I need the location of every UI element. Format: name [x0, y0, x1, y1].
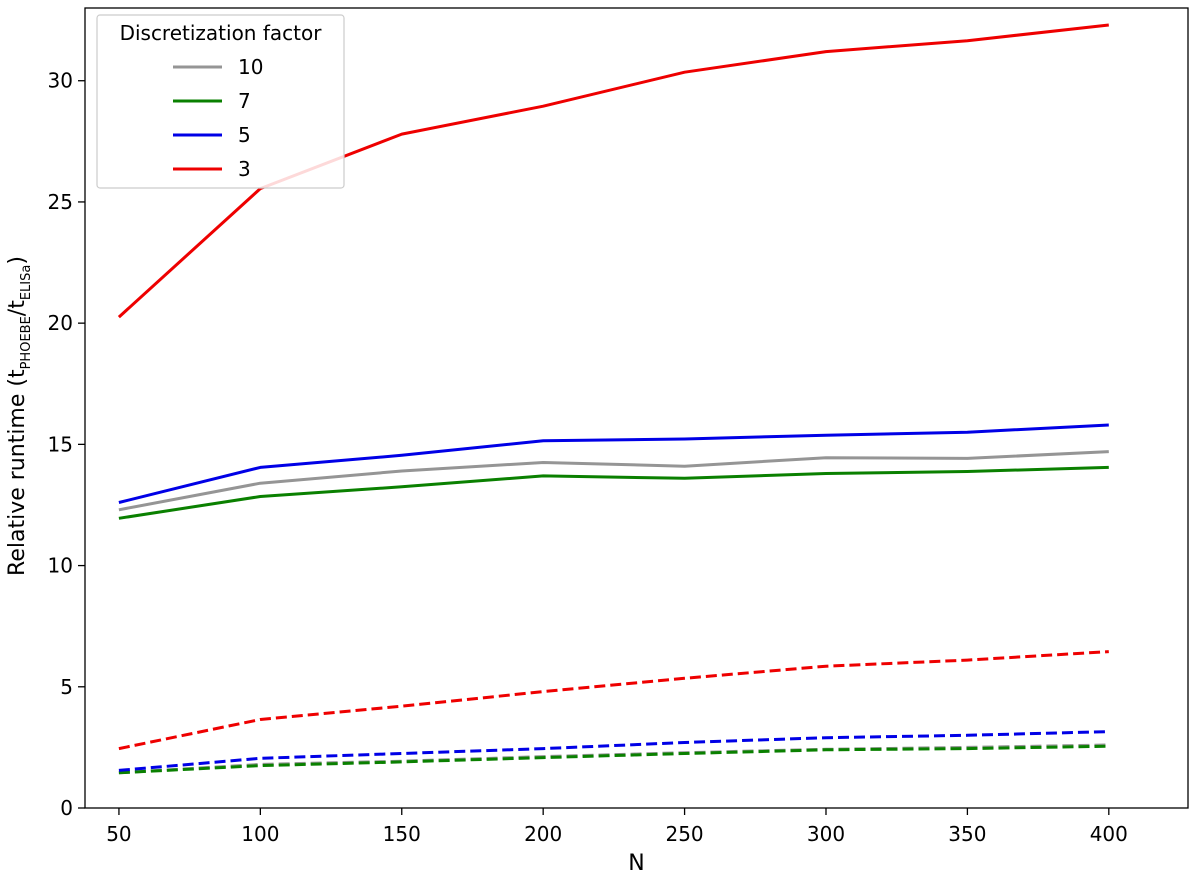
legend-items: 10 7 5 3 [173, 55, 263, 181]
y-tick-label: 15 [48, 432, 73, 456]
y-tick-label: 20 [48, 311, 73, 335]
legend-label: 5 [238, 123, 251, 147]
legend: Discretization factor 10 7 5 3 [96, 14, 345, 189]
y-axis-label-prefix: Relative runtime (t [5, 369, 30, 576]
legend-title: Discretization factor [120, 21, 323, 45]
x-tick-label: 50 [106, 822, 131, 846]
x-axis-label: N [628, 851, 644, 876]
x-axis-ticks: 50 100 150 200 250 300 350 400 [106, 808, 1128, 846]
series-line-dashed-5 [118, 744, 1109, 775]
y-axis-label: Relative runtime (tPHOEBE/tELISa) [5, 256, 34, 576]
x-tick-label: 350 [948, 822, 986, 846]
y-axis-label-suffix: ) [5, 256, 30, 265]
x-tick-label: 400 [1090, 822, 1128, 846]
y-axis-label-middle: /t [5, 300, 30, 316]
series-line-solid-2 [118, 423, 1109, 504]
x-tick-label: 200 [524, 822, 562, 846]
x-tick-label: 150 [383, 822, 421, 846]
y-axis-label-subscript-1: PHOEBE [19, 316, 34, 369]
x-tick-label: 250 [665, 822, 703, 846]
x-tick-label: 300 [807, 822, 845, 846]
series-line-solid-0 [118, 450, 1109, 512]
y-axis-label-subscript-2: ELISa [19, 265, 34, 301]
y-axis-ticks: 0 5 10 15 20 25 30 [48, 69, 85, 820]
y-tick-label: 30 [48, 69, 73, 93]
y-tick-label: 5 [60, 675, 73, 699]
y-tick-label: 0 [60, 796, 73, 820]
legend-label: 3 [238, 157, 251, 181]
plot-frame [84, 7, 1189, 809]
y-tick-label: 25 [48, 190, 73, 214]
series-line-dashed-6 [118, 730, 1109, 772]
series-line-solid-1 [118, 465, 1109, 520]
legend-label: 7 [238, 89, 251, 113]
y-tick-label: 10 [48, 554, 73, 578]
series-line-dashed-7 [118, 650, 1109, 751]
x-tick-label: 100 [241, 822, 279, 846]
legend-label: 10 [238, 55, 263, 79]
